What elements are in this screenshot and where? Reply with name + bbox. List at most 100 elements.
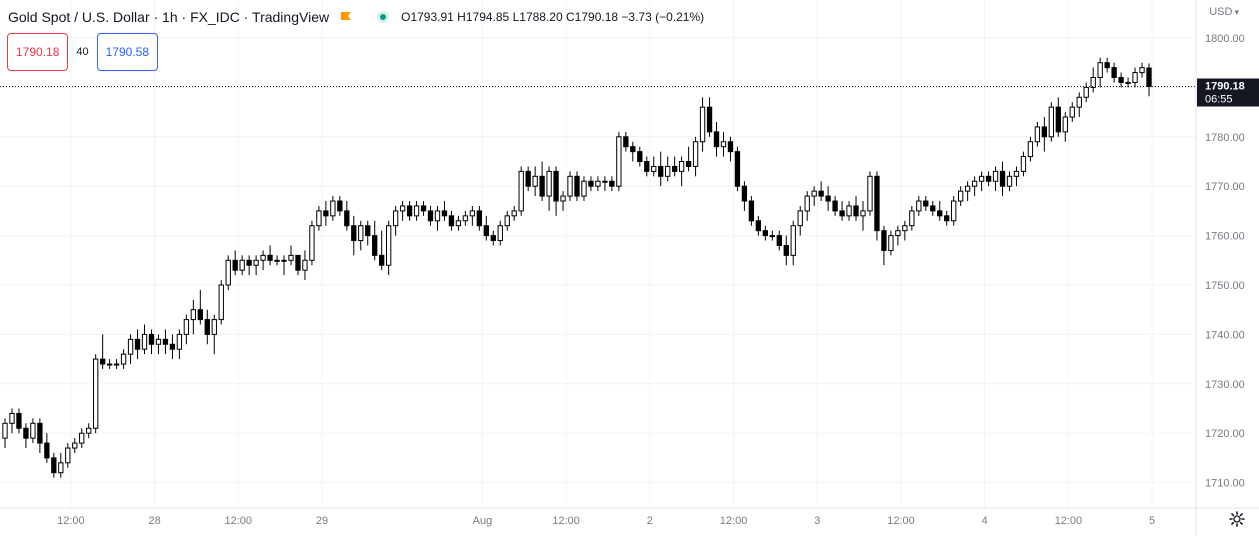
- candle-body: [58, 462, 64, 474]
- chevron-down-icon: ▾: [1234, 7, 1239, 17]
- candle-body: [365, 225, 371, 237]
- candle: [539, 161, 545, 202]
- candle: [609, 176, 615, 192]
- candle-body: [406, 205, 413, 217]
- candle-body: [623, 136, 629, 148]
- sell-button[interactable]: 1790.18: [7, 33, 69, 71]
- candle: [413, 201, 420, 221]
- candle-body: [86, 427, 92, 434]
- candle: [246, 255, 252, 276]
- candle: [183, 314, 190, 345]
- candle-body: [392, 210, 399, 227]
- candle: [232, 250, 238, 276]
- candle: [427, 205, 434, 226]
- candle: [560, 191, 566, 211]
- candle: [734, 146, 741, 192]
- candle: [727, 136, 734, 162]
- candle: [406, 201, 413, 221]
- candle: [776, 230, 782, 251]
- candle: [134, 329, 141, 360]
- candle-body: [204, 319, 210, 335]
- candle-body: [1020, 156, 1027, 172]
- candle-body: [1027, 141, 1034, 158]
- candle-body: [992, 170, 999, 182]
- currency-selector[interactable]: USD ▾: [1209, 6, 1239, 18]
- grid-layer: [0, 0, 1196, 508]
- flag-icon[interactable]: [339, 10, 353, 24]
- candle-body: [106, 363, 113, 366]
- candle: [490, 230, 496, 246]
- candle-body: [469, 210, 476, 217]
- candle: [239, 255, 245, 276]
- candle-body: [734, 151, 741, 187]
- close-label: C: [566, 10, 575, 24]
- y-tick-label: 1770.00: [1205, 181, 1245, 193]
- candle-body: [937, 210, 943, 217]
- candle-body: [902, 225, 908, 232]
- candle: [658, 151, 664, 187]
- candle: [127, 334, 134, 365]
- candle: [811, 186, 817, 206]
- candle-body: [379, 254, 385, 266]
- candle: [706, 97, 713, 137]
- candle-body: [951, 200, 957, 222]
- buy-button[interactable]: 1790.58: [96, 33, 159, 71]
- candle-body: [434, 210, 441, 222]
- candle-body: [253, 259, 259, 266]
- candle-body: [448, 215, 455, 227]
- candle: [637, 146, 643, 167]
- y-tick-label: 1740.00: [1205, 329, 1245, 341]
- candle-body: [385, 225, 392, 266]
- candle: [853, 196, 859, 221]
- candle-body: [1034, 126, 1041, 143]
- candle: [190, 299, 197, 335]
- candle: [1097, 57, 1103, 88]
- candle-body: [860, 210, 866, 217]
- candle-body: [609, 180, 615, 187]
- candle-body: [497, 225, 503, 242]
- candle: [581, 176, 587, 202]
- candle-body: [1006, 175, 1013, 187]
- candle: [511, 205, 517, 221]
- y-tick-label: 1780.00: [1205, 132, 1245, 144]
- candle: [832, 196, 838, 216]
- candle-body: [853, 205, 859, 217]
- x-tick-label: 12:00: [1055, 515, 1083, 527]
- candle-body: [748, 200, 755, 222]
- candle: [392, 205, 399, 236]
- candle-body: [846, 205, 852, 217]
- candle-body: [274, 259, 280, 262]
- candle: [553, 166, 559, 216]
- candle: [309, 220, 315, 266]
- candle-body: [16, 412, 22, 429]
- candle: [713, 121, 720, 157]
- candle-body: [113, 363, 120, 366]
- candle: [881, 225, 887, 266]
- candle-body: [964, 185, 971, 192]
- candle: [1104, 57, 1110, 73]
- symbol-title[interactable]: Gold Spot / U.S. Dollar · 1h · FX_IDC · …: [8, 9, 330, 25]
- candle: [267, 245, 273, 266]
- candle-body: [183, 319, 190, 335]
- candle-body: [1083, 86, 1089, 98]
- candle: [1090, 67, 1096, 93]
- candle-body: [372, 235, 378, 256]
- candle-body: [832, 200, 838, 212]
- candle: [1055, 97, 1061, 137]
- candle-body: [295, 254, 301, 271]
- gear-icon[interactable]: [1229, 511, 1245, 527]
- candle: [344, 201, 350, 231]
- candle: [1027, 136, 1034, 162]
- candle-body: [120, 353, 127, 365]
- candle: [951, 196, 957, 226]
- candle: [288, 245, 294, 266]
- candle-body: [246, 259, 252, 266]
- candle-body: [602, 180, 608, 183]
- candle-body: [818, 190, 824, 197]
- candle-body: [867, 175, 873, 212]
- candle-body: [595, 180, 601, 187]
- candle: [372, 220, 378, 261]
